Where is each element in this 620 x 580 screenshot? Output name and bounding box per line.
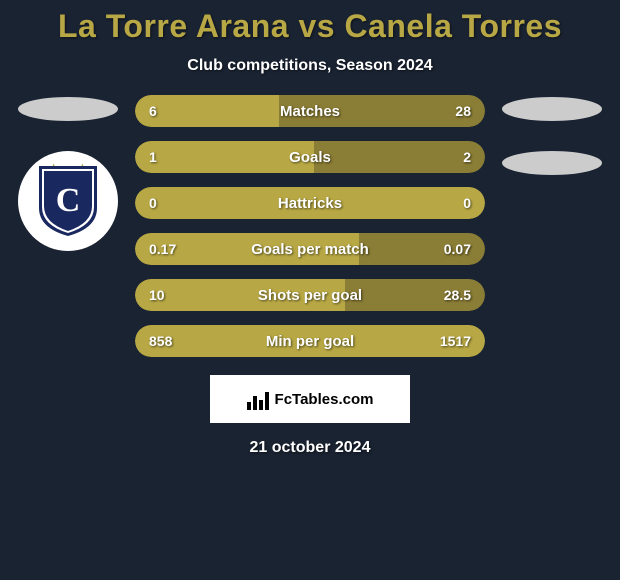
chart-icon xyxy=(247,388,269,410)
date-text: 21 october 2024 xyxy=(0,439,620,457)
stat-bar: 858Min per goal1517 xyxy=(135,325,485,357)
stat-label: Min per goal xyxy=(135,333,485,350)
brand-badge[interactable]: FcTables.com xyxy=(210,375,410,423)
team-logo-left: ★ ★ C xyxy=(18,151,118,251)
placeholder-ellipse xyxy=(502,151,602,175)
shield-icon: C xyxy=(39,166,97,236)
stat-bar: 0.17Goals per match0.07 xyxy=(135,233,485,265)
shield-letter: C xyxy=(56,182,81,220)
stat-right-value: 1517 xyxy=(440,333,471,349)
brand-text: FcTables.com xyxy=(275,391,374,408)
stat-right-value: 0.07 xyxy=(444,241,471,257)
stat-label: Goals per match xyxy=(135,241,485,258)
stat-bar: 1Goals2 xyxy=(135,141,485,173)
stat-right-value: 0 xyxy=(463,195,471,211)
stat-label: Goals xyxy=(135,149,485,166)
stat-right-value: 28.5 xyxy=(444,287,471,303)
stat-bar: 0Hattricks0 xyxy=(135,187,485,219)
stat-right-value: 28 xyxy=(455,103,471,119)
left-column: ★ ★ C xyxy=(13,95,123,251)
stat-bar: 10Shots per goal28.5 xyxy=(135,279,485,311)
stat-label: Shots per goal xyxy=(135,287,485,304)
stat-label: Matches xyxy=(135,103,485,120)
stats-column: 6Matches28 1Goals2 0Hattricks0 0.17Goals pe… xyxy=(135,95,485,357)
right-column xyxy=(497,95,607,175)
page-title: La Torre Arana vs Canela Torres xyxy=(0,8,620,45)
placeholder-ellipse xyxy=(502,97,602,121)
placeholder-ellipse xyxy=(18,97,118,121)
subtitle: Club competitions, Season 2024 xyxy=(0,57,620,75)
stat-right-value: 2 xyxy=(463,149,471,165)
stat-bar: 6Matches28 xyxy=(135,95,485,127)
stat-label: Hattricks xyxy=(135,195,485,212)
comparison-widget: La Torre Arana vs Canela Torres Club com… xyxy=(0,0,620,457)
content-row: ★ ★ C 6Matches28 1Goals2 0Hattricks0 0.17Go… xyxy=(0,95,620,357)
